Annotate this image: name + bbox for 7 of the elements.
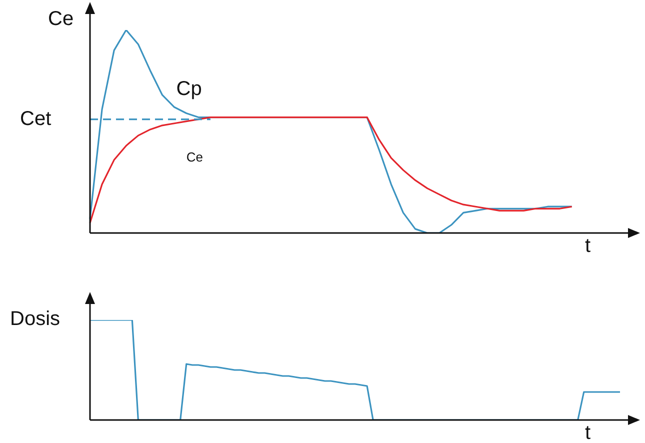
x-axis-title: t <box>585 422 591 443</box>
y-axis-title: Dosis <box>10 308 60 331</box>
text: Cet <box>20 108 52 131</box>
y-axis-title: Ce <box>48 8 74 31</box>
series-label: Cp <box>176 78 202 100</box>
text: Ce <box>186 149 203 164</box>
x-axis-title: t <box>585 235 591 258</box>
